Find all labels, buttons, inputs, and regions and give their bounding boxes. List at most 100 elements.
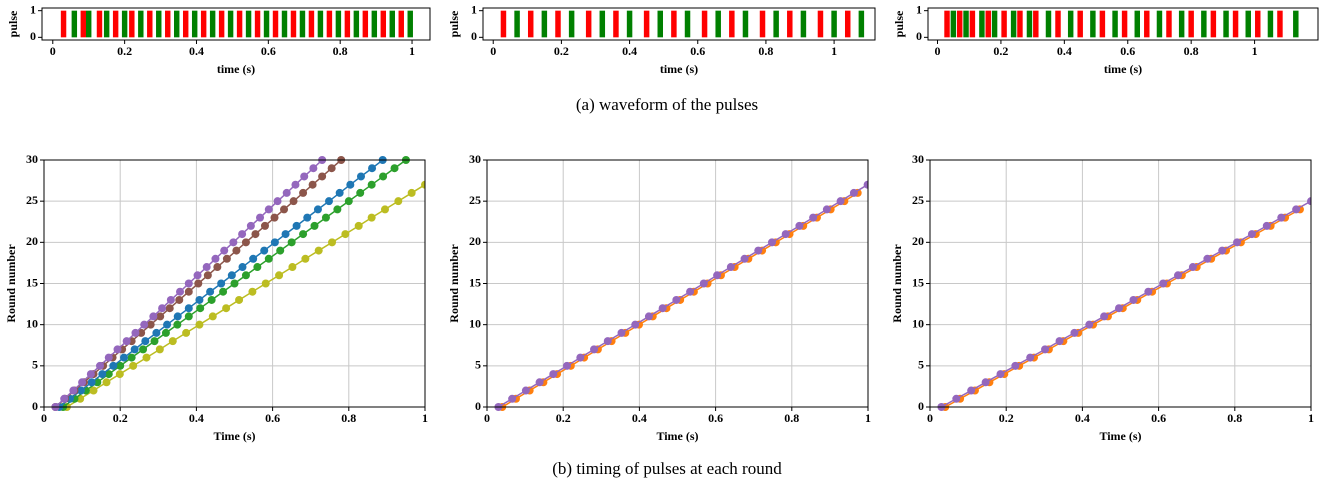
point (713, 271, 722, 280)
plot-area (937, 197, 1311, 411)
y-tick-label: 0 (471, 29, 477, 43)
x-tick-label: 1 (1252, 44, 1258, 58)
pulse (96, 10, 103, 38)
point (241, 238, 250, 247)
pulse (200, 10, 207, 38)
point (1026, 353, 1035, 362)
point (173, 320, 182, 329)
y-tick-label: 5 (918, 358, 924, 372)
point (344, 197, 353, 206)
point (241, 271, 250, 280)
x-tick-label: 0.4 (189, 411, 204, 425)
point (300, 172, 309, 181)
point (142, 353, 151, 362)
pulse (599, 10, 606, 38)
x-tick-label: 0.2 (993, 44, 1008, 58)
pulse (1055, 10, 1061, 38)
x-tick-label: 0.2 (113, 411, 128, 425)
point (270, 238, 279, 247)
point (981, 378, 990, 387)
x-tick-label: 0 (484, 411, 490, 425)
point (196, 304, 205, 313)
pulse (1112, 10, 1118, 38)
point (129, 361, 138, 370)
pulse (371, 10, 378, 38)
series-line (498, 184, 868, 408)
pulse (236, 10, 243, 38)
y-tick-label: 0 (32, 399, 38, 413)
point (251, 230, 260, 239)
point (195, 295, 204, 304)
point (131, 328, 140, 337)
point (303, 213, 312, 222)
x-tick-label: 0.8 (784, 411, 799, 425)
point (176, 287, 185, 296)
y-tick-label: 15 (469, 275, 481, 289)
point (193, 271, 202, 280)
point (98, 370, 107, 379)
pulse (227, 10, 234, 38)
pulse (684, 10, 691, 38)
point (328, 238, 337, 247)
pulse (963, 10, 969, 38)
pulse (245, 10, 252, 38)
x-tick-label: 0.4 (189, 44, 204, 58)
pulse (112, 10, 119, 38)
plot-area (500, 10, 865, 38)
pulse (1166, 10, 1172, 38)
point (1277, 213, 1286, 222)
point (356, 172, 365, 181)
point (1100, 312, 1109, 321)
pulse (991, 10, 998, 38)
point (227, 271, 236, 280)
frame (41, 7, 431, 41)
point (368, 164, 377, 173)
pulse (317, 10, 324, 38)
y-tick-label: 30 (26, 152, 38, 166)
pulse (1210, 10, 1217, 38)
point (335, 188, 344, 197)
pulse (156, 10, 162, 38)
frame (927, 7, 1319, 41)
x-tick-label: 0.4 (1057, 44, 1072, 58)
point (1233, 238, 1242, 247)
chart: 0 5 10 15 20 25 30 0 0.2 0.4 0.6 0.8 1 Time (s) Round … (447, 152, 871, 443)
pulse (800, 10, 807, 38)
point (318, 172, 327, 181)
y-tick-label: 0 (916, 29, 922, 43)
pulse (85, 10, 92, 38)
point (1085, 320, 1094, 329)
pulse (1033, 10, 1039, 38)
chart: 0 1 0 0.2 0.4 0.6 0.8 1 time (s) pulse (6, 2, 431, 76)
point (309, 164, 318, 173)
point (140, 320, 149, 329)
point (86, 370, 95, 379)
y-tick-label: 1 (916, 2, 922, 16)
point (122, 337, 131, 346)
pulse (1267, 10, 1274, 38)
point (313, 205, 322, 214)
point (1307, 197, 1311, 206)
point (809, 213, 818, 222)
y-axis-label: Round number (4, 244, 18, 323)
point (96, 361, 105, 370)
point (235, 295, 244, 304)
pulse (844, 10, 851, 38)
point (535, 378, 544, 387)
point (754, 246, 763, 255)
point (1292, 205, 1301, 214)
point (264, 205, 273, 214)
pulse (290, 10, 297, 38)
x-tick-label: 0.4 (632, 411, 647, 425)
pulse (985, 10, 991, 38)
point (1055, 337, 1064, 346)
x-tick-label: 0.4 (622, 44, 637, 58)
point (603, 337, 612, 346)
point (222, 254, 231, 263)
point (141, 337, 150, 346)
point (219, 287, 228, 296)
point (78, 378, 87, 387)
pulse (613, 10, 619, 38)
x-tick-label: 0 (935, 44, 941, 58)
